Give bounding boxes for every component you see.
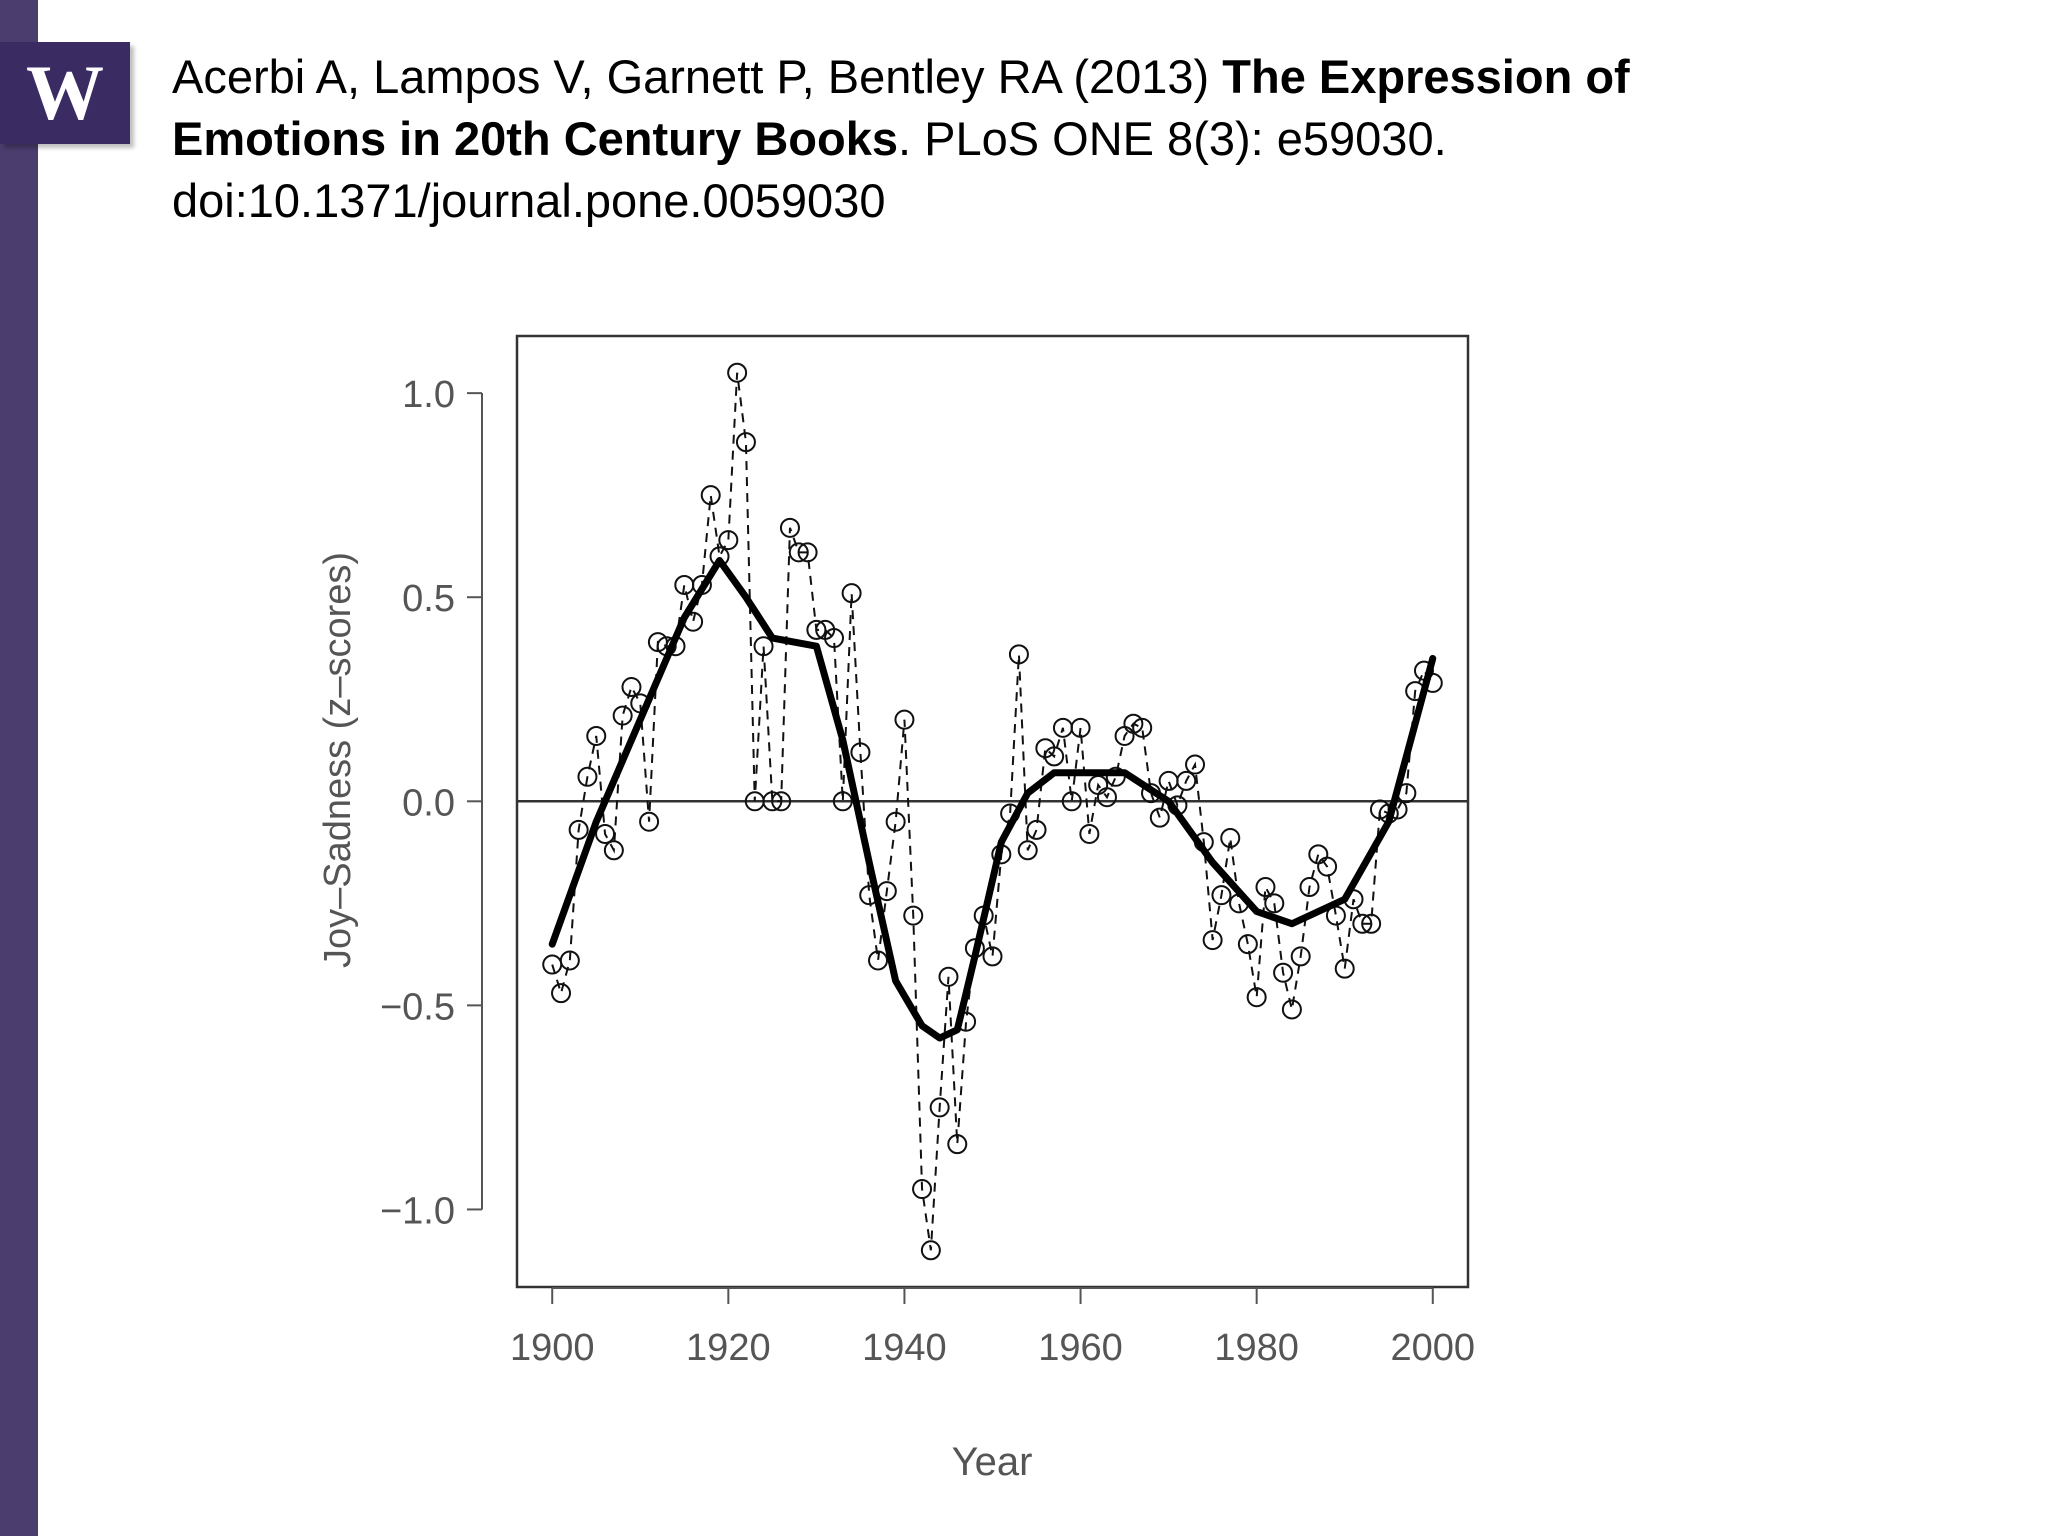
data-point <box>568 819 589 840</box>
data-point <box>1149 807 1170 828</box>
plot-frame <box>515 334 1470 1289</box>
x-tick-label: 1940 <box>862 1327 947 1369</box>
citation-journal: PLoS ONE 8(3): e59030. <box>924 112 1447 165</box>
data-point <box>718 530 739 551</box>
data-point <box>1017 840 1038 861</box>
y-tick-label: 1.0 <box>402 374 455 416</box>
data-point <box>779 517 800 538</box>
data-point <box>551 983 572 1004</box>
citation-authors: Acerbi A, Lampos V, Garnett P, Bentley R… <box>172 50 1210 103</box>
citation-doi: doi:10.1371/journal.pone.0059030 <box>172 174 886 227</box>
data-point <box>577 766 598 787</box>
data-point <box>797 542 818 563</box>
data-point <box>700 485 721 506</box>
y-axis-label: Joy–Sadness (z–scores) <box>317 552 359 968</box>
data-point <box>1281 999 1302 1020</box>
data-point <box>1361 913 1382 934</box>
data-point <box>938 966 959 987</box>
data-point <box>841 583 862 604</box>
data-point <box>868 950 889 971</box>
data-point <box>1334 958 1355 979</box>
citation-title: The Expression of Emotions in 20th Centu… <box>172 50 1630 165</box>
data-point <box>1061 791 1082 812</box>
data-point <box>824 628 844 649</box>
data-point <box>1299 877 1320 898</box>
smoothed-trend-line <box>548 556 1437 1042</box>
data-point <box>1158 770 1179 791</box>
data-point <box>1079 823 1100 844</box>
data-point <box>947 1134 968 1155</box>
data-point <box>603 840 624 861</box>
data-point <box>806 619 827 640</box>
data-point <box>735 432 756 453</box>
data-point <box>982 946 1003 967</box>
data-point <box>903 905 924 926</box>
data-point <box>1255 877 1276 898</box>
data-point <box>912 1179 933 1200</box>
x-tick-label: 1900 <box>510 1327 595 1369</box>
data-point <box>762 791 783 812</box>
data-point <box>621 677 642 698</box>
data-point <box>1070 717 1091 738</box>
yearly-series-points <box>542 362 1443 1261</box>
data-point <box>1308 844 1329 865</box>
x-tick-label: 1980 <box>1214 1327 1299 1369</box>
data-point <box>832 791 853 812</box>
y-tick-label: 0.0 <box>402 782 455 824</box>
y-tick-label: 0.5 <box>402 578 455 620</box>
data-point <box>920 1240 941 1261</box>
data-point <box>753 636 774 657</box>
data-point <box>1026 819 1047 840</box>
sidebar-stripe <box>0 0 38 1536</box>
data-point <box>1185 754 1206 775</box>
data-point <box>586 725 607 746</box>
data-point <box>727 362 748 383</box>
data-point <box>612 705 633 726</box>
x-tick-label: 2000 <box>1391 1327 1476 1369</box>
data-point <box>929 1097 950 1118</box>
yearly-series-line <box>551 372 1434 1251</box>
data-point <box>1246 987 1267 1008</box>
data-point <box>850 742 871 763</box>
data-point <box>1096 787 1117 808</box>
x-axis-label: Year <box>952 1440 1033 1484</box>
data-point <box>1273 962 1294 983</box>
data-point <box>559 950 580 971</box>
data-point <box>1008 644 1029 665</box>
data-point <box>1044 746 1065 767</box>
data-point <box>788 542 809 563</box>
data-point <box>894 709 915 730</box>
data-point <box>1317 856 1338 877</box>
data-point <box>1176 770 1197 791</box>
logo-letter: W <box>26 49 104 136</box>
data-point <box>595 823 616 844</box>
x-axis: 1900 1920 1940 1960 1980 2000 <box>510 1287 1476 1369</box>
y-tick-label: −0.5 <box>380 986 455 1028</box>
data-point <box>885 811 906 832</box>
data-point <box>1123 713 1144 734</box>
data-point <box>1352 913 1373 934</box>
data-point <box>1220 828 1241 849</box>
y-axis: 1.0 0.5 0.0 −0.5 −1.0 <box>380 374 483 1232</box>
data-point <box>639 811 660 832</box>
citation: Acerbi A, Lampos V, Garnett P, Bentley R… <box>172 50 1630 227</box>
data-point <box>1237 934 1258 955</box>
y-tick-label: −1.0 <box>380 1190 455 1232</box>
x-tick-label: 1960 <box>1038 1327 1123 1369</box>
university-logo: W <box>0 42 130 144</box>
data-point <box>771 791 792 812</box>
data-point <box>1290 946 1311 967</box>
data-point <box>1264 893 1285 914</box>
x-tick-label: 1920 <box>686 1327 771 1369</box>
data-point <box>1132 717 1153 738</box>
data-point <box>1211 885 1232 906</box>
data-point <box>1202 930 1223 951</box>
